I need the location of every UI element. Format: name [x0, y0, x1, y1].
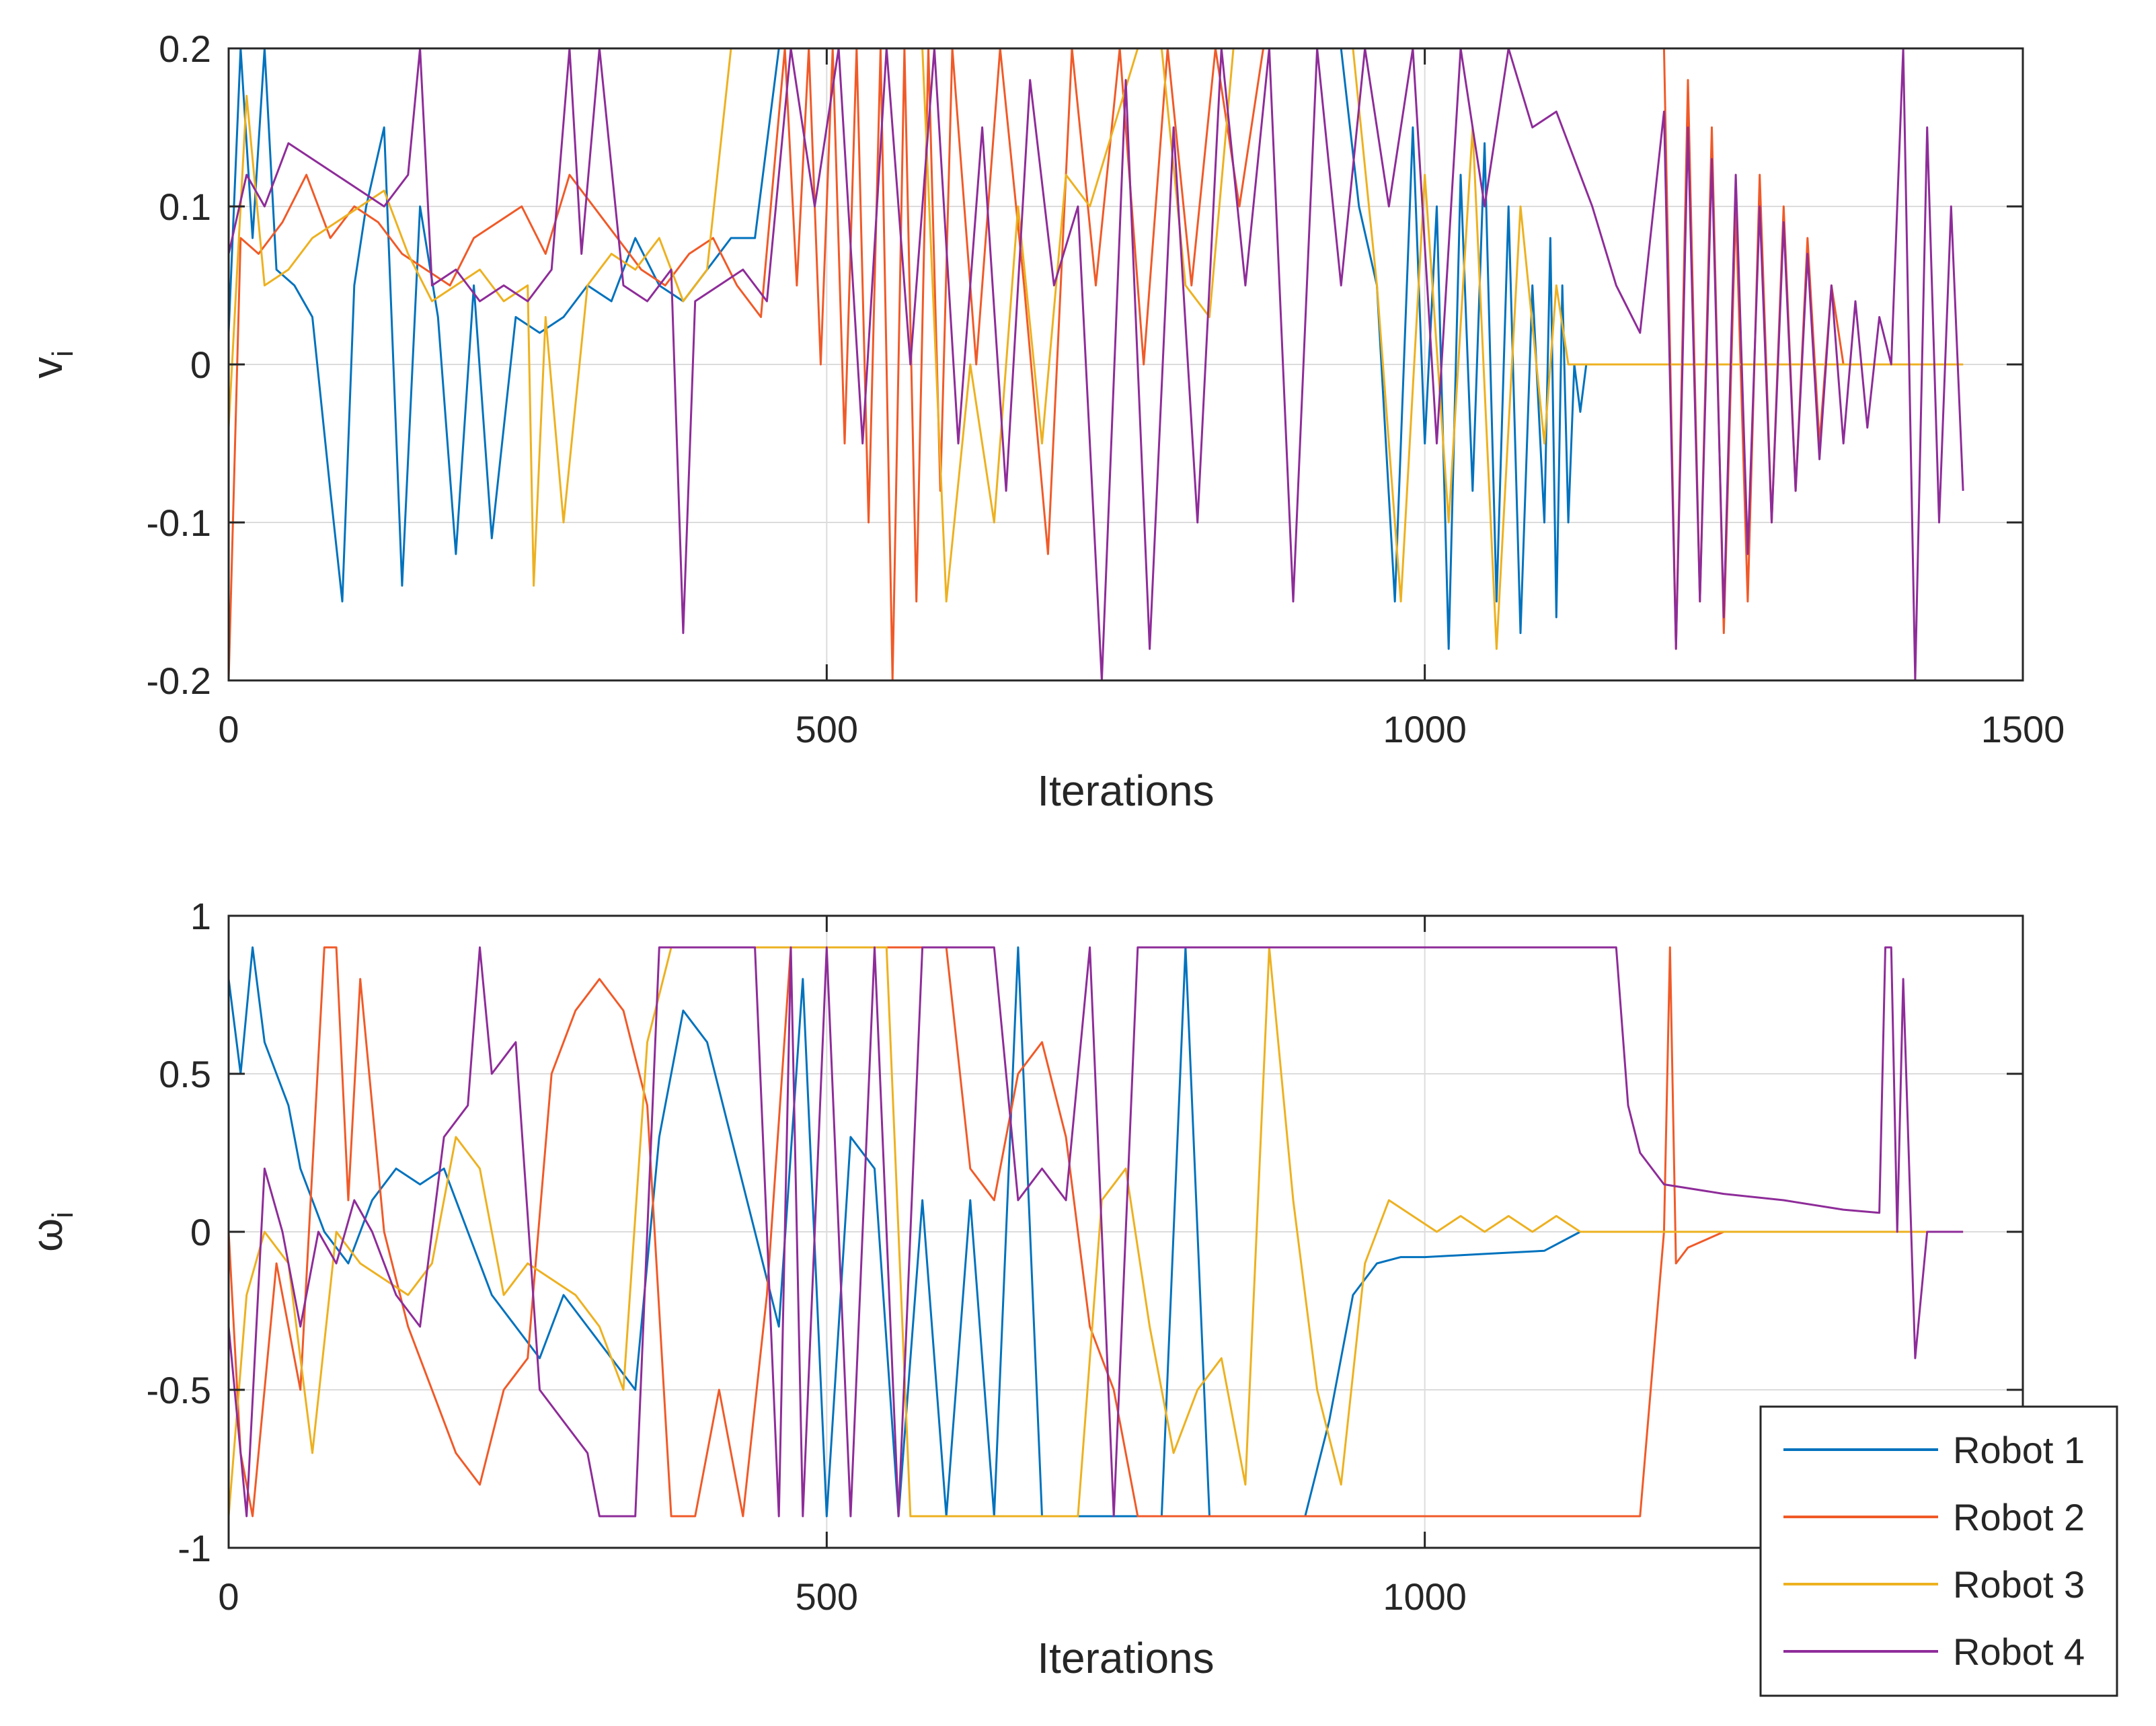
y-axis-label-main: ω	[23, 1218, 71, 1252]
legend-box	[1759, 1405, 2118, 1697]
series-line-robot-4	[229, 946, 1964, 1518]
x-tick-label: 0	[218, 1575, 239, 1618]
series-line-robot-2	[229, 48, 1964, 680]
legend-label-robot-2: Robot 2	[1953, 1496, 2085, 1538]
y-axis-label: vi	[23, 350, 79, 379]
series-line-robot-3	[229, 48, 1964, 650]
y-tick-label: -0.1	[147, 502, 212, 544]
series-group	[229, 946, 1964, 1518]
series-line-robot-1	[229, 48, 1592, 650]
y-tick-label: 0.1	[159, 186, 211, 228]
series-group	[229, 48, 1964, 680]
y-tick-label: -0.5	[147, 1369, 212, 1411]
x-tick-label: 1500	[1981, 708, 2065, 750]
subplot-2: 0 500 1000 -1 -0.5 0 0.5 1 Iterations ωi	[23, 895, 2024, 1682]
series-line-robot-3	[229, 946, 1964, 1518]
y-axis-label: ωi	[23, 1212, 79, 1252]
y-tick-label: 0.2	[159, 28, 211, 70]
y-tick-label: 1	[190, 895, 211, 937]
series-line-robot-2	[229, 946, 1964, 1518]
legend-label-robot-1: Robot 1	[1953, 1429, 2085, 1471]
y-tick-label: 0.5	[159, 1053, 211, 1095]
y-tick-label: 0	[190, 344, 211, 386]
series-line-robot-4	[229, 48, 1964, 680]
x-tick-label: 1000	[1383, 708, 1467, 750]
y-axis-label-subscript: i	[46, 1212, 79, 1218]
legend-label-robot-3: Robot 3	[1953, 1563, 2085, 1606]
x-tick-label: 500	[796, 708, 858, 750]
y-tick-label: 0	[190, 1211, 211, 1253]
x-axis-label: Iterations	[1037, 1634, 1214, 1682]
legend-label-robot-4: Robot 4	[1953, 1631, 2085, 1673]
y-tick-label: -1	[178, 1527, 211, 1569]
y-axis-label-subscript: i	[46, 350, 79, 357]
subplot-1: 0 500 1000 1500 -0.2 -0.1 0 0.1 0.2 Iterations vi	[23, 28, 2065, 815]
x-tick-label: 0	[218, 708, 239, 750]
y-tick-label: -0.2	[147, 660, 212, 702]
x-tick-label: 500	[796, 1575, 858, 1618]
legend: Robot 1 Robot 2 Robot 3 Robot 4	[1759, 1405, 2118, 1697]
y-axis-label-main: v	[23, 357, 71, 379]
x-axis-label: Iterations	[1037, 767, 1214, 815]
x-tick-label: 1000	[1383, 1575, 1467, 1618]
